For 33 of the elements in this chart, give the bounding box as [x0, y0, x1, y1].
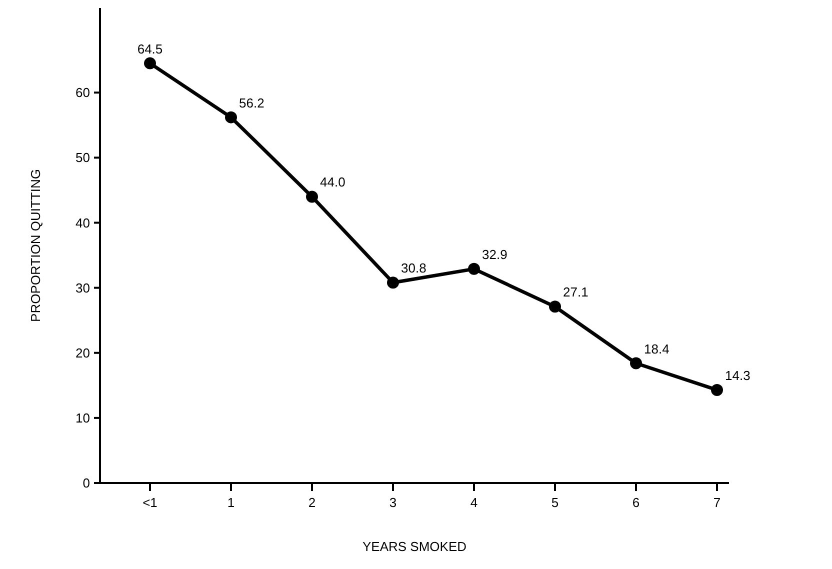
x-tick-label: 2 — [308, 495, 316, 510]
point — [630, 357, 642, 370]
point — [468, 262, 480, 275]
y-tick-label: 10 — [76, 410, 90, 426]
y-axis-title: PROPORTION QUITTING — [28, 169, 43, 322]
data-label: 18.4 — [644, 341, 670, 356]
x-tick-label: 6 — [632, 495, 640, 510]
y-tick-label: 40 — [76, 215, 90, 230]
point — [711, 384, 723, 396]
y-tick-label: 0 — [82, 476, 90, 491]
data-label: 44.0 — [320, 174, 346, 190]
x-tick-label: 5 — [551, 495, 559, 510]
data-label: 32.9 — [482, 246, 508, 262]
data-label: 64.5 — [137, 41, 163, 56]
point — [144, 57, 156, 70]
data-label: 27.1 — [563, 284, 588, 300]
data-label: 56.2 — [239, 95, 264, 110]
point — [225, 111, 237, 124]
data-label: 14.3 — [725, 368, 750, 383]
point — [306, 190, 318, 203]
y-tick-label: 50 — [76, 150, 90, 166]
y-tick-label: 20 — [76, 345, 90, 360]
x-tick-label: 1 — [227, 495, 235, 510]
point — [549, 300, 561, 313]
x-tick-label: <1 — [142, 495, 158, 510]
x-tick-label: 3 — [389, 495, 397, 510]
y-tick-label: 60 — [76, 85, 90, 100]
x-tick-label: 7 — [713, 495, 721, 510]
x-axis-title: YEARS SMOKED — [362, 539, 467, 554]
point — [387, 276, 399, 289]
x-tick-label: 4 — [470, 495, 478, 510]
y-tick-label: 30 — [76, 280, 90, 296]
data-label: 30.8 — [401, 260, 426, 276]
